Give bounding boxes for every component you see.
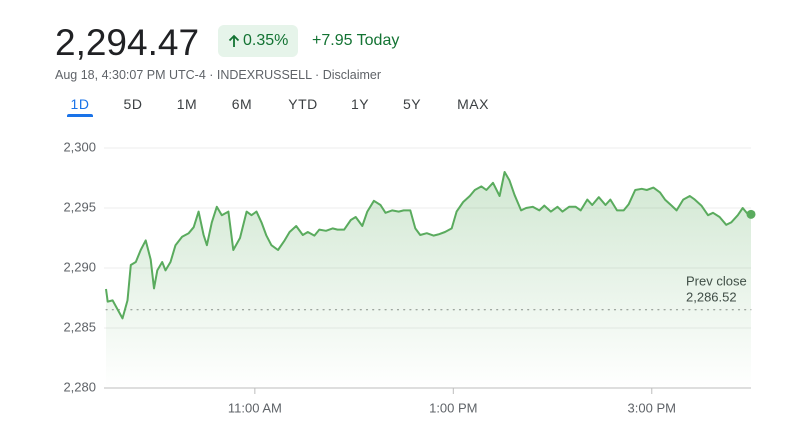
range-tab[interactable]: 1Y: [350, 96, 370, 112]
up-arrow: [228, 34, 240, 47]
range-tab[interactable]: 6M: [231, 96, 253, 112]
y-tick-label: 2,290: [63, 259, 96, 274]
area: [106, 172, 751, 388]
price: 2,294.47: [55, 22, 200, 63]
y-tick-label: 2,285: [63, 319, 96, 334]
range-tab[interactable]: 5Y: [402, 96, 422, 112]
x-tick-label: 11:00 AM: [228, 400, 282, 415]
tab-underline: [67, 114, 93, 117]
y-tick-label: 2,280: [63, 379, 96, 394]
range-tab[interactable]: MAX: [457, 96, 489, 112]
change-badge: 0.35%: [218, 25, 299, 57]
y-tick-label: 2,300: [63, 139, 96, 154]
range-tab[interactable]: 1D: [70, 96, 90, 112]
y-tick-label: 2,295: [63, 199, 96, 214]
x-tick-label: 1:00 PM: [429, 400, 477, 415]
end-dot: [746, 209, 756, 219]
change-percent: 0.35%: [243, 32, 289, 49]
x-tick-label: 3:00 PM: [628, 400, 676, 415]
range-tab[interactable]: 1M: [176, 96, 198, 112]
change-today: +7.95 Today: [312, 32, 400, 49]
range-tab[interactable]: 5D: [123, 96, 143, 112]
meta-line: Aug 18, 4:30:07 PM UTC-4 · INDEXRUSSELL …: [55, 68, 382, 82]
range-tab[interactable]: YTD: [288, 96, 318, 112]
line: [105, 171, 752, 320]
